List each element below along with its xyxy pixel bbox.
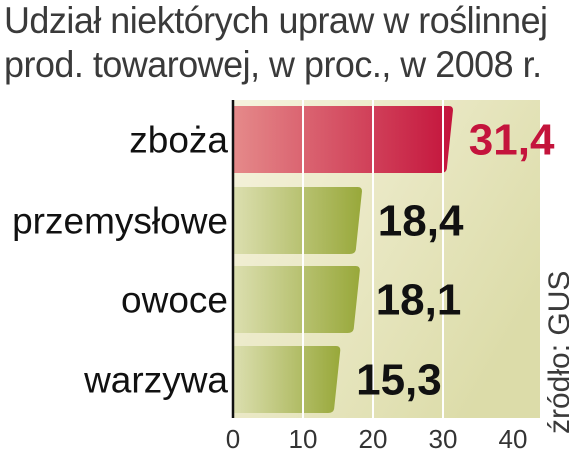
value-label: 15,3 [356, 356, 442, 405]
source-label: źródło: GUS [543, 270, 569, 434]
x-tick-label: 40 [499, 424, 528, 451]
bar-0 [233, 106, 453, 173]
source-note: źródło: GUS [538, 262, 569, 442]
bar-3 [233, 346, 341, 413]
value-label: 18,4 [378, 197, 464, 246]
bar-2 [233, 266, 360, 333]
category-label: zboża [129, 120, 228, 161]
x-tick-label: 10 [289, 424, 318, 451]
chart-title-line-1: Udział niektórych upraw w roślinnej [4, 0, 548, 41]
chart-title-line-2: prod. towarowej, w proc., w 2008 r. [4, 44, 542, 85]
value-label: 18,1 [376, 276, 462, 325]
category-label: przemysłowe [12, 201, 228, 242]
bar-1 [233, 187, 362, 254]
value-label: 31,4 [469, 116, 555, 165]
category-label: warzywa [83, 360, 228, 401]
x-tick-label: 30 [429, 424, 458, 451]
x-tick-label: 0 [226, 424, 240, 451]
category-label: owoce [121, 280, 228, 321]
x-tick-label: 20 [359, 424, 388, 451]
